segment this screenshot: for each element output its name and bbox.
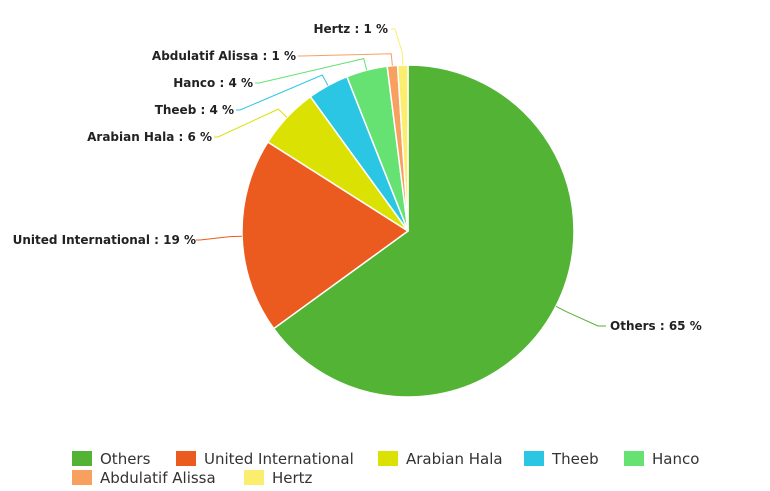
slice-label-hanco: Hanco : 4 % — [173, 76, 253, 90]
legend-swatch-hertz — [244, 470, 264, 485]
leader-line-arabian-hala — [214, 108, 288, 138]
leader-line-others — [555, 305, 606, 327]
legend-item-hanco[interactable]: Hanco — [624, 450, 699, 468]
legend-label-hertz: Hertz — [272, 469, 313, 487]
legend: Others United International Arabian Hala Th… — [72, 450, 699, 487]
leader-line-hertz — [391, 28, 404, 66]
pie-slice-hertz[interactable] — [396, 64, 409, 232]
pie-slice-others[interactable] — [272, 64, 575, 398]
legend-label-abdulatif-alissa: Abdulatif Alissa — [100, 469, 216, 487]
leader-line-united-international — [196, 235, 243, 241]
legend-label-hanco: Hanco — [652, 450, 699, 468]
legend-item-united-international[interactable]: United International — [176, 450, 354, 468]
legend-swatch-theeb — [524, 451, 544, 466]
slice-label-arabian-hala: Arabian Hala : 6 % — [87, 130, 212, 144]
label-leader-lines — [196, 28, 606, 327]
slice-label-hertz: Hertz : 1 % — [313, 22, 388, 36]
legend-item-abdulatif-alissa[interactable]: Abdulatif Alissa — [72, 469, 216, 487]
legend-item-others[interactable]: Others — [72, 450, 151, 468]
legend-label-arabian-hala: Arabian Hala — [406, 450, 503, 468]
slice-label-abdulatif-alissa: Abdulatif Alissa : 1 % — [152, 49, 296, 63]
legend-swatch-abdulatif-alissa — [72, 470, 92, 485]
leader-line-theeb — [236, 74, 329, 111]
legend-item-arabian-hala[interactable]: Arabian Hala — [378, 450, 503, 468]
legend-swatch-united-international — [176, 451, 196, 466]
leader-line-hanco — [255, 57, 368, 84]
slice-labels: Others : 65 % United International : 19 %… — [13, 22, 702, 333]
slice-label-others: Others : 65 % — [610, 319, 702, 333]
legend-item-theeb[interactable]: Theeb — [524, 450, 599, 468]
pie-slice-united-international[interactable] — [241, 141, 410, 330]
legend-swatch-others — [72, 451, 92, 466]
legend-label-united-international: United International — [204, 450, 354, 468]
pie-slices — [241, 64, 575, 398]
legend-swatch-arabian-hala — [378, 451, 398, 466]
legend-item-hertz[interactable]: Hertz — [244, 469, 313, 487]
legend-label-theeb: Theeb — [551, 450, 599, 468]
slice-label-theeb: Theeb : 4 % — [155, 103, 234, 117]
legend-label-others: Others — [100, 450, 151, 468]
slice-label-united-international: United International : 19 % — [13, 233, 196, 247]
leader-line-abdulatif-alissa — [298, 53, 393, 66]
legend-swatch-hanco — [624, 451, 644, 466]
